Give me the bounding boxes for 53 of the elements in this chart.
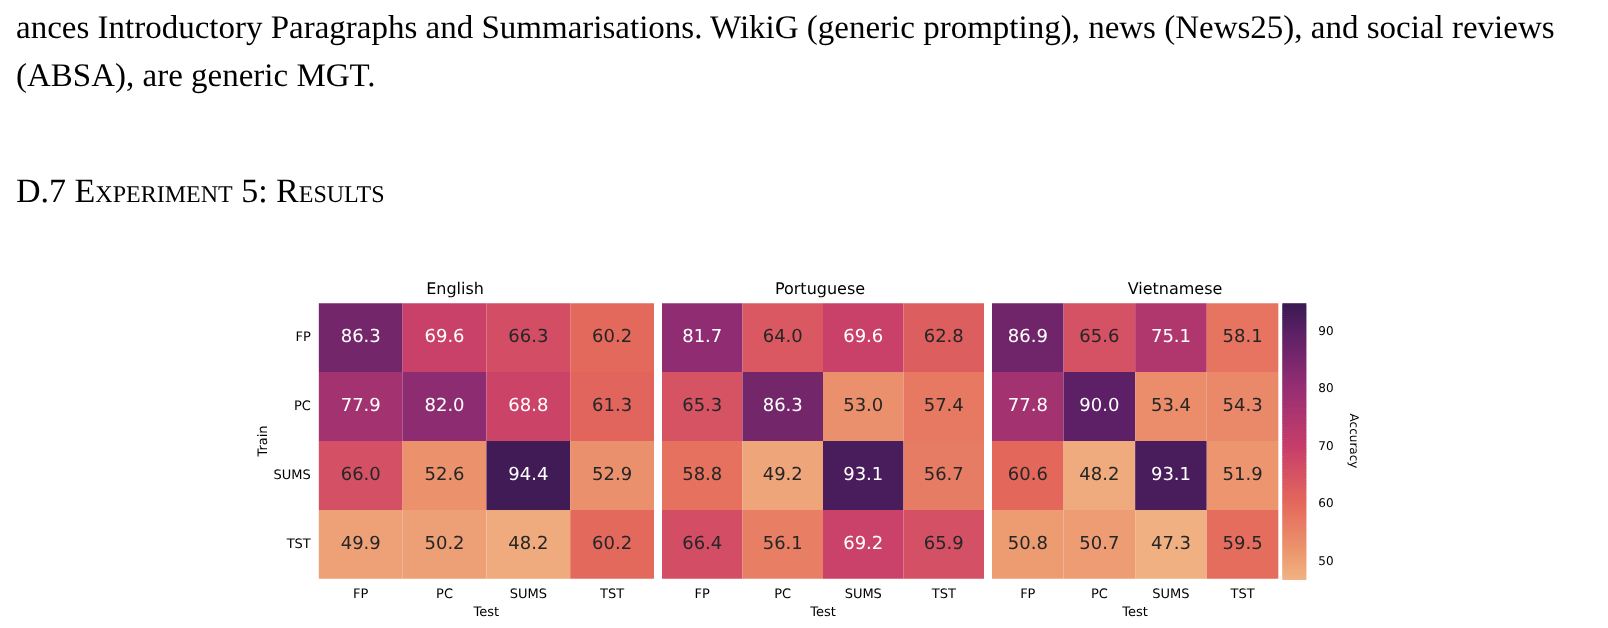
data-label: 65.9 [923,535,965,556]
data-label: 49.2 [762,466,803,487]
text: D.7 Experiment 5: Results [16,172,385,212]
data-label: 86.3 [762,397,803,418]
data-label: 75.1 [1150,328,1191,349]
data-label: 93.1 [843,466,884,487]
data-label: 64.0 [762,328,804,349]
data-label: 94.4 [508,466,549,487]
data-label: 58.8 [682,466,723,487]
data-label: 59.5 [1222,535,1263,556]
data-label: 86.9 [1007,328,1049,349]
data-label: 52.9 [592,466,633,487]
data-label: 69.2 [843,535,884,556]
data-label: 90.0 [1079,397,1120,418]
chart-title: Portuguese [774,279,866,298]
data-label: 60.2 [592,535,633,556]
data-label: 81.7 [682,328,723,349]
data-label: 62.8 [923,328,965,349]
data-label: 54.3 [1222,397,1263,418]
chart-title: English [426,279,484,298]
data-label: 50.7 [1079,535,1120,556]
data-label: 58.1 [1222,328,1263,349]
data-label: 69.6 [843,328,884,349]
data-label: 53.0 [843,397,884,418]
data-label: 61.3 [592,397,633,418]
data-label: 86.3 [340,328,381,349]
data-label: 93.1 [1150,466,1191,487]
data-label: 56.1 [762,535,803,556]
data-label: 65.3 [682,397,723,418]
data-label: 60.6 [1007,466,1049,487]
data-label: 66.3 [508,328,549,349]
data-label: 82.0 [424,397,466,418]
data-label: 52.6 [424,466,466,487]
data-label: 48.2 [1079,466,1120,487]
text: ances Introductory Paragraphs and Summarisations. WikiG (generic prompting), news (News25), and social reviews (ABSA), are generic MGT. [16,6,1557,98]
data-label: 57.4 [923,397,965,418]
data-label: 56.7 [923,466,964,487]
data-label: 47.3 [1150,535,1191,556]
data-label: 48.2 [508,535,549,556]
data-label: 50.2 [424,535,465,556]
data-label: 65.6 [1079,328,1120,349]
data-label: 51.9 [1222,466,1264,487]
data-label: 69.6 [424,328,466,349]
data-label: 77.8 [1007,397,1049,418]
data-label: 53.4 [1150,397,1192,418]
data-label: 60.2 [592,328,633,349]
data-label: 66.0 [340,466,382,487]
data-label: 68.8 [508,397,549,418]
chart-title: Vietnamese [1127,279,1223,298]
data-label: 77.9 [340,397,382,418]
data-label: 66.4 [682,535,723,556]
data-label: 50.8 [1007,535,1049,556]
data-label: 49.9 [340,535,382,556]
